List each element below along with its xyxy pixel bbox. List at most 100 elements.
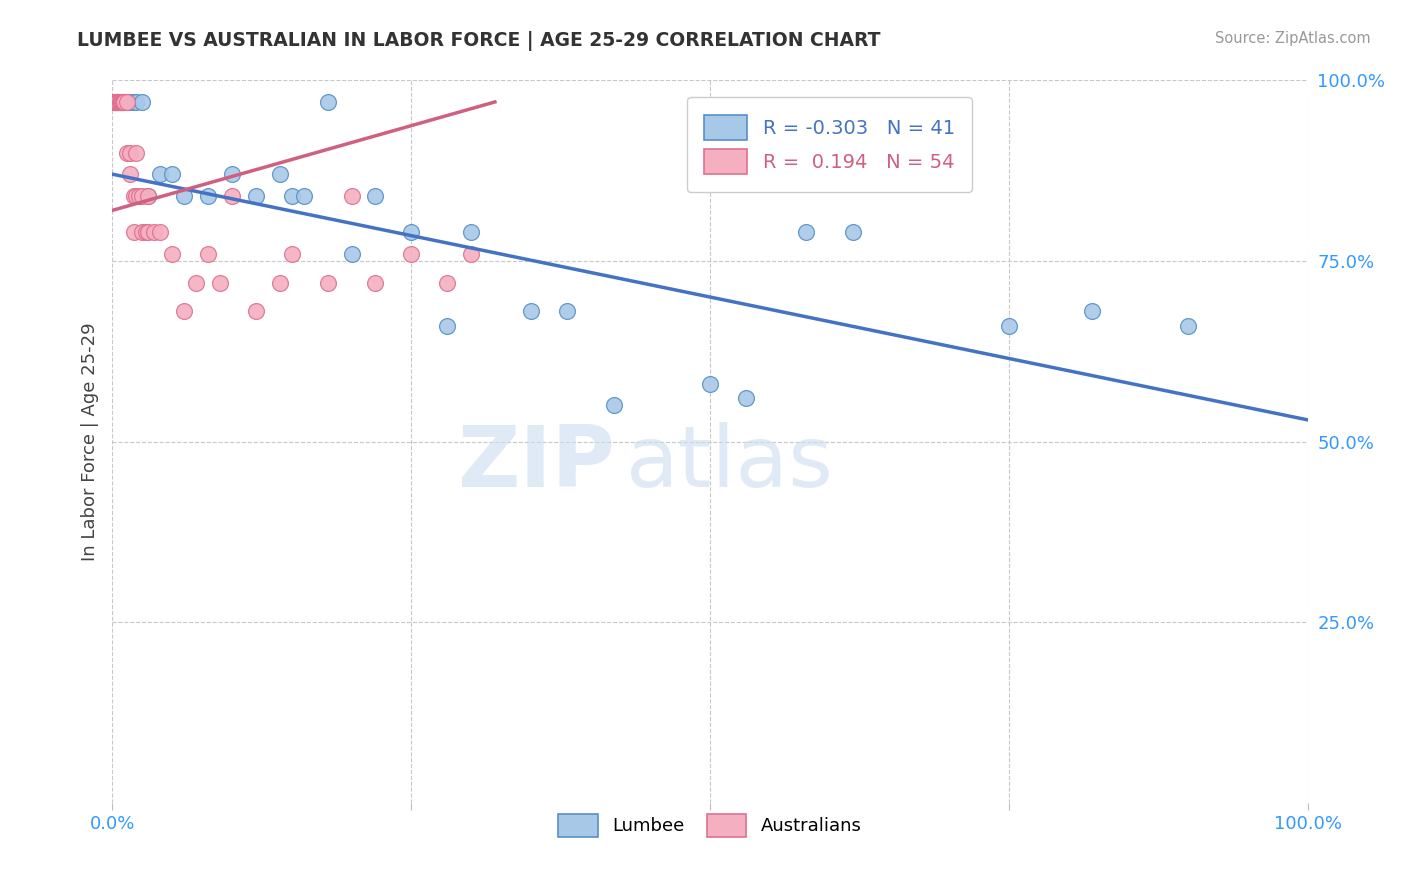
Point [104,95,127,109]
Point [460,246,482,260]
Point [105,95,128,109]
Point [105,95,128,109]
Point [107,95,129,109]
Point [111,95,134,109]
Point [122,225,145,239]
Point [107,95,129,109]
Point [292,189,315,203]
Point [120,95,142,109]
Point [114,95,135,109]
Point [115,95,138,109]
Point [603,398,626,412]
Point [281,189,304,203]
Point [114,95,135,109]
Point [149,225,172,239]
Point [245,189,267,203]
Point [998,318,1021,333]
Point [162,167,183,181]
Point [209,276,232,290]
Point [114,95,135,109]
Point [107,95,129,109]
Point [103,95,125,109]
Point [197,189,219,203]
Point [364,276,387,290]
Point [125,189,148,203]
Point [125,145,148,160]
Point [112,95,135,109]
Point [555,304,578,318]
Point [520,304,543,318]
Point [340,246,363,260]
Point [105,95,128,109]
Point [108,95,131,109]
Point [1081,304,1104,318]
Text: Source: ZipAtlas.com: Source: ZipAtlas.com [1215,31,1371,46]
Point [111,95,134,109]
Point [269,276,291,290]
Point [105,95,128,109]
Legend: Lumbee, Australians: Lumbee, Australians [551,806,869,845]
Point [143,225,166,239]
Point [103,95,125,109]
Point [111,95,134,109]
Point [162,246,183,260]
Point [197,246,219,260]
Point [186,276,208,290]
Point [114,95,135,109]
Point [104,95,127,109]
Point [131,189,153,203]
Point [436,276,458,290]
Point [460,225,482,239]
Point [401,225,423,239]
Point [115,95,138,109]
Point [108,95,131,109]
Point [173,304,195,318]
Point [108,95,131,109]
Point [364,189,387,203]
Point [105,95,128,109]
Point [110,95,132,109]
Point [135,225,157,239]
Point [1177,318,1199,333]
Point [110,95,132,109]
Point [340,189,363,203]
Point [879,167,901,181]
Point [316,95,339,109]
Point [131,225,153,239]
Point [401,246,423,260]
Point [120,167,142,181]
Point [104,95,127,109]
Point [842,225,865,239]
Point [173,189,195,203]
Point [120,145,142,160]
Point [128,189,150,203]
Point [269,167,291,181]
Point [221,167,243,181]
Point [138,189,160,203]
Point [149,167,172,181]
Point [122,95,145,109]
Point [105,95,128,109]
Point [104,95,127,109]
Point [112,95,135,109]
Point [699,376,721,391]
Point [105,95,128,109]
Point [316,276,339,290]
Point [115,145,138,160]
Point [735,391,758,405]
Point [125,95,148,109]
Point [281,246,304,260]
Point [221,189,243,203]
Text: LUMBEE VS AUSTRALIAN IN LABOR FORCE | AGE 25-29 CORRELATION CHART: LUMBEE VS AUSTRALIAN IN LABOR FORCE | AG… [77,31,880,51]
Text: atlas: atlas [627,422,834,505]
Y-axis label: In Labor Force | Age 25-29: In Labor Force | Age 25-29 [80,322,98,561]
Point [103,95,125,109]
Point [110,95,132,109]
Point [436,318,458,333]
Point [245,304,267,318]
Point [131,95,153,109]
Text: ZIP: ZIP [457,422,614,505]
Point [122,189,145,203]
Point [794,225,817,239]
Point [138,225,160,239]
